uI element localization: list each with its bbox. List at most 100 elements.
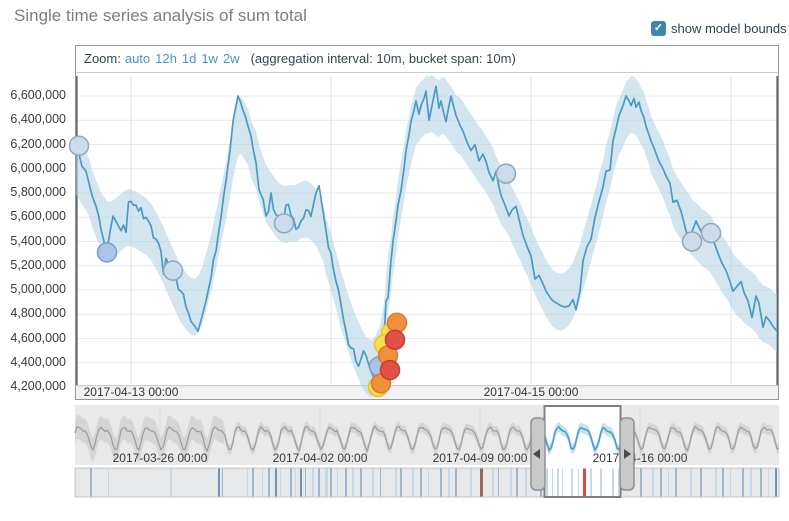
swimlane-bar-light[interactable] xyxy=(690,468,692,497)
swimlane-bar-light[interactable] xyxy=(372,468,374,497)
swimlane-bar-light[interactable] xyxy=(170,468,172,497)
y-axis-label: 5,800,000 xyxy=(10,185,66,199)
anomaly-swimlane[interactable] xyxy=(74,467,780,498)
y-axis-label: 6,400,000 xyxy=(10,112,66,127)
zoom-toolbar: Zoom: auto 12h 1d 1w 2w (aggregation interval:… xyxy=(76,46,778,73)
swimlane-bar-med[interactable] xyxy=(440,468,442,497)
anomaly-dot-warning[interactable] xyxy=(495,163,517,184)
swimlane-bar-dark[interactable] xyxy=(300,468,302,497)
zoom-link-12h[interactable]: 12h xyxy=(155,51,177,66)
value-line xyxy=(75,85,778,387)
swimlane-bar-light[interactable] xyxy=(730,468,731,497)
swimlane-bar-red[interactable] xyxy=(583,468,586,497)
brush-handle-right-arrow-icon xyxy=(624,449,631,459)
swimlane-bar-light[interactable] xyxy=(312,468,314,497)
swimlane-bar-dark[interactable] xyxy=(218,468,220,497)
swimlane-bar-light[interactable] xyxy=(108,468,109,497)
swimlane-bar-light[interactable] xyxy=(280,468,281,497)
swimlane-bar-light[interactable] xyxy=(352,468,354,497)
anomaly-dot-warning[interactable] xyxy=(162,260,184,281)
anomaly-dot-warning[interactable] xyxy=(700,222,722,244)
anomaly-dot-critical[interactable] xyxy=(379,359,401,381)
swimlane-bar-light[interactable] xyxy=(325,468,328,497)
y-axis-label: 4,200,000 xyxy=(10,379,66,393)
swimlane-bar-light[interactable] xyxy=(652,468,654,497)
swimlane-bar-med[interactable] xyxy=(400,468,402,497)
show-model-bounds-control: show model bounds xyxy=(651,20,787,37)
timeseries-widget: Zoom: auto 12h 1d 1w 2w (aggregation interval:… xyxy=(68,45,779,400)
swimlane-bar-med[interactable] xyxy=(660,468,662,497)
swimlane-bar-med[interactable] xyxy=(222,468,223,497)
swimlane-bar-med[interactable] xyxy=(90,468,92,497)
swimlane-bar-med[interactable] xyxy=(305,468,306,497)
swimlane-bar-light[interactable] xyxy=(337,468,338,497)
swimlane-bar-med[interactable] xyxy=(675,468,677,497)
anomaly-dot-blue[interactable] xyxy=(96,242,118,263)
focus-tick-label: 2017-04-13 00:00 xyxy=(83,385,179,399)
swimlane-bar-light[interactable] xyxy=(750,468,752,497)
swimlane-bar-med[interactable] xyxy=(268,468,270,497)
swimlane-bar-med[interactable] xyxy=(252,468,254,497)
swimlane-bar-med[interactable] xyxy=(498,468,499,497)
swimlane-bar-med[interactable] xyxy=(330,468,332,497)
swimlane-bar-med[interactable] xyxy=(516,468,518,497)
anomaly-dot-critical[interactable] xyxy=(384,329,406,350)
zoom-link-1w[interactable]: 1w xyxy=(201,51,218,66)
focus-x-axis: 2017-04-13 00:00 2017-04-15 00:00 xyxy=(76,385,778,399)
zoom-link-2w[interactable]: 2w xyxy=(222,51,240,66)
swimlane-bar-light[interactable] xyxy=(247,468,248,497)
swimlane-bar-dark[interactable] xyxy=(275,468,277,497)
swimlane-bar-med[interactable] xyxy=(722,468,724,497)
swimlane-bar-light[interactable] xyxy=(571,468,573,497)
swimlane-bar-light[interactable] xyxy=(262,468,263,497)
zoom-link-1d[interactable]: 1d xyxy=(181,51,197,66)
show-model-bounds-label: show model bounds xyxy=(671,21,787,37)
swimlane-bar-med[interactable] xyxy=(455,468,457,497)
swimlane-bar-med[interactable] xyxy=(345,468,347,497)
swimlane-bar-med[interactable] xyxy=(640,468,642,497)
anomaly-dot-warning[interactable] xyxy=(273,213,295,234)
swimlane-bar-light[interactable] xyxy=(557,468,559,497)
y-axis-label: 4,600,000 xyxy=(10,330,66,345)
swimlane-bar-light[interactable] xyxy=(612,468,614,497)
context-chart[interactable]: 2017-03-26 00:00 2017-04-02 00:00 2017-04-… xyxy=(74,403,780,501)
swimlane-bar-light[interactable] xyxy=(412,468,414,497)
swimlane-bar-med[interactable] xyxy=(742,468,744,497)
swimlane-bar-light[interactable] xyxy=(295,468,296,497)
swimlane-bar-light[interactable] xyxy=(448,468,450,497)
swimlane-bar-light[interactable] xyxy=(428,468,429,497)
swimlane-bar-light[interactable] xyxy=(492,468,494,497)
y-axis-label: 5,000,000 xyxy=(10,282,66,296)
swimlane-bar-med[interactable] xyxy=(360,468,362,497)
swimlane-bar-light[interactable] xyxy=(525,468,527,497)
zoom-label: Zoom: xyxy=(84,51,121,66)
anomaly-dot-warning[interactable] xyxy=(68,135,90,156)
swimlane-bar-light[interactable] xyxy=(395,468,397,497)
swimlane-bar-med[interactable] xyxy=(290,468,292,497)
swimlane-bar-light[interactable] xyxy=(510,468,512,497)
swimlane-bar-light[interactable] xyxy=(578,468,579,497)
anomaly-dot-major[interactable] xyxy=(386,312,408,333)
swimlane-bar-light[interactable] xyxy=(546,468,548,497)
zoom-link-auto[interactable]: auto xyxy=(124,51,151,66)
swimlane-bar-med[interactable] xyxy=(380,468,381,497)
swimlane-bar-med[interactable] xyxy=(318,468,320,497)
swimlane-bar-light[interactable] xyxy=(618,468,619,497)
focus-chart[interactable] xyxy=(68,73,779,398)
swimlane-bar-light[interactable] xyxy=(590,468,592,497)
anomaly-dot-warning[interactable] xyxy=(681,231,703,252)
swimlane-bar-light[interactable] xyxy=(552,468,553,497)
swimlane-bar-light[interactable] xyxy=(668,468,669,497)
swimlane-bar-light[interactable] xyxy=(715,468,717,497)
swimlane-bar-dark[interactable] xyxy=(775,468,777,497)
show-model-bounds-checkbox[interactable] xyxy=(651,21,666,37)
swimlane-bar-light[interactable] xyxy=(768,468,769,497)
swimlane-bar-light[interactable] xyxy=(600,468,602,497)
brush-selection[interactable] xyxy=(544,405,621,498)
swimlane-bar-light[interactable] xyxy=(470,468,472,497)
swimlane-bar-med[interactable] xyxy=(700,468,702,497)
swimlane-bar-med[interactable] xyxy=(420,468,422,497)
swimlane-bar-light[interactable] xyxy=(562,468,563,497)
swimlane-bar-brown[interactable] xyxy=(480,468,483,497)
swimlane-bar-med[interactable] xyxy=(760,468,762,497)
